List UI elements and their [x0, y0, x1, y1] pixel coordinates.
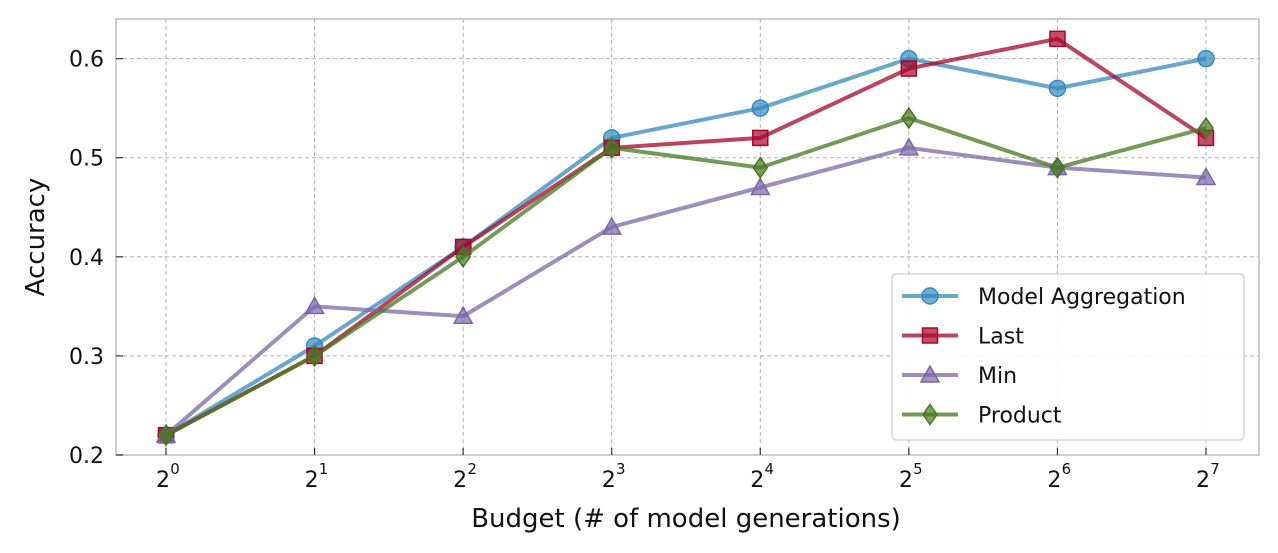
legend-label: Product [978, 404, 1062, 429]
data-point-model-aggregation [1197, 49, 1215, 68]
x-tick-exponent: 4 [765, 460, 775, 478]
x-tick-exponent: 0 [170, 460, 180, 478]
y-tick-label: 0.2 [69, 444, 104, 469]
legend-item-min: Min [902, 364, 1017, 389]
x-tick-label: 2 [453, 468, 467, 493]
data-point-product [1198, 116, 1214, 140]
plot-frame [115, 18, 1260, 456]
x-tick-label: 2 [602, 468, 616, 493]
legend-label: Model Aggregation [978, 285, 1186, 310]
axis-ticks: 2 0 2 1 2 2 2 3 2 4 2 5 2 6 2 70.20.30.40.50.6 [69, 48, 1220, 493]
data-point-min [750, 176, 771, 196]
data-point-product [158, 423, 174, 447]
legend-label: Last [978, 325, 1024, 350]
data-point-last [900, 60, 918, 77]
data-point-product [455, 245, 472, 269]
x-tick-label: 2 [305, 468, 319, 493]
data-point-product [752, 156, 769, 179]
x-tick-exponent: 5 [913, 460, 923, 478]
y-tick-label: 0.6 [69, 48, 104, 73]
data-point-product [900, 106, 917, 130]
legend-label: Min [978, 364, 1017, 389]
data-point-min [304, 295, 325, 315]
data-point-product [603, 136, 620, 160]
x-tick-exponent: 1 [319, 460, 329, 478]
x-tick-label: 2 [899, 468, 913, 493]
series-layer [155, 30, 1217, 447]
series-line-min [164, 145, 1207, 437]
legend-item-model-aggregation: Model Aggregation [902, 285, 1186, 310]
data-point-min [452, 305, 474, 325]
data-point-model-aggregation [751, 99, 770, 117]
x-tick-exponent: 3 [616, 460, 626, 478]
y-tick-label: 0.4 [69, 246, 104, 271]
data-point-min [898, 137, 920, 156]
legend-marker-diamond [922, 403, 938, 426]
legend-marker-circle [921, 287, 939, 305]
x-tick-label: 2 [1047, 468, 1061, 493]
legend-item-last: Last [902, 325, 1024, 350]
data-point-model-aggregation [1048, 79, 1067, 98]
data-point-min [601, 216, 622, 235]
legend-item-product: Product [902, 403, 1062, 429]
series-product [158, 106, 1214, 447]
data-point-product [306, 344, 323, 368]
legend-marker-square [921, 327, 939, 344]
x-tick-exponent: 6 [1062, 460, 1072, 478]
data-point-min [1195, 167, 1217, 186]
series-line-product [165, 116, 1207, 437]
x-axis-title: Budget (# of model generations) [471, 504, 901, 534]
y-axis-title: Accuracy [21, 178, 51, 297]
x-tick-label: 2 [1196, 468, 1210, 493]
x-tick-label: 2 [156, 468, 170, 493]
legend: Model Aggregation Last Min Product [891, 273, 1245, 441]
series-line-model-aggregation [164, 56, 1207, 437]
y-tick-label: 0.3 [69, 345, 104, 370]
legend-box [891, 273, 1245, 441]
data-point-last [1049, 30, 1066, 48]
x-tick-exponent: 7 [1210, 460, 1220, 478]
data-point-product [1049, 156, 1066, 179]
y-tick-label: 0.5 [69, 147, 104, 172]
x-tick-label: 2 [750, 468, 764, 493]
legend-marker-triangle [919, 364, 941, 383]
x-tick-exponent: 2 [467, 460, 477, 478]
data-point-last [752, 129, 769, 147]
